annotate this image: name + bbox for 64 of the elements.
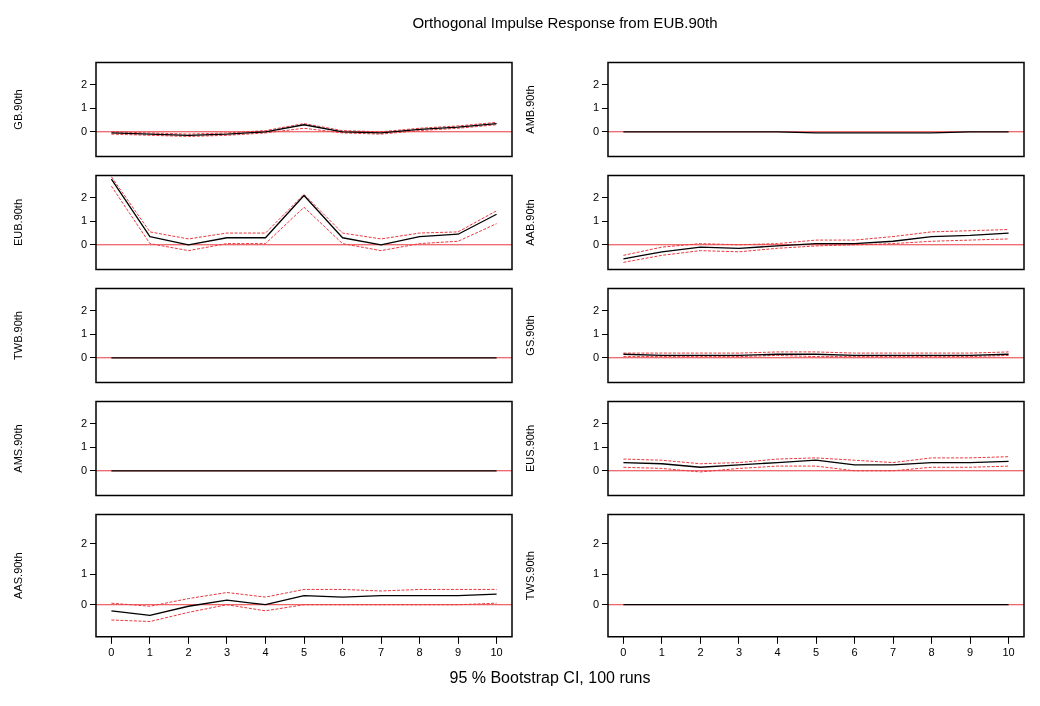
y-tick-label: 0 xyxy=(592,350,599,363)
y-axis-title: AAB.90th xyxy=(523,199,536,246)
x-tick-label: 1 xyxy=(146,646,153,659)
y-tick-label: 2 xyxy=(80,536,87,549)
y-tick-label: 1 xyxy=(80,327,87,340)
y-axis-title: AMB.90th xyxy=(523,85,536,134)
x-tick-label: 10 xyxy=(490,646,503,659)
y-tick-label: 1 xyxy=(80,101,87,114)
y-tick-label: 0 xyxy=(592,597,599,610)
x-tick-label: 4 xyxy=(262,646,269,659)
y-axis-title: GB.90th xyxy=(11,89,24,130)
y-axis-title: GS.90th xyxy=(523,315,536,356)
x-axis-title: 95 % Bootstrap CI, 100 runs xyxy=(448,668,652,687)
x-tick-label: 2 xyxy=(697,646,704,659)
y-tick-label: 0 xyxy=(80,350,87,363)
x-tick-label: 9 xyxy=(967,646,974,659)
y-tick-label: 0 xyxy=(592,124,599,137)
x-tick-label: 3 xyxy=(223,646,231,659)
y-tick-label: 1 xyxy=(592,440,599,453)
y-tick-label: 1 xyxy=(592,101,599,114)
x-tick-label: 5 xyxy=(812,646,820,659)
x-tick-label: 4 xyxy=(774,646,781,659)
y-axis-title: AMS.90th xyxy=(11,424,24,473)
x-tick-label: 0 xyxy=(108,646,115,659)
x-tick-label: 2 xyxy=(185,646,192,659)
x-tick-label: 7 xyxy=(889,646,897,659)
x-tick-label: 5 xyxy=(300,646,308,659)
x-tick-label: 6 xyxy=(339,646,346,659)
x-tick-label: 9 xyxy=(455,646,462,659)
x-tick-label: 0 xyxy=(620,646,627,659)
text: Orthogonal Impulse Response from EUB.90th xyxy=(411,13,719,33)
x-tick-label: 10 xyxy=(1002,646,1015,659)
y-tick-label: 1 xyxy=(80,567,87,580)
y-axis-title: TWB.90th xyxy=(11,311,24,360)
y-tick-label: 1 xyxy=(592,214,599,227)
y-tick-label: 1 xyxy=(592,327,599,340)
y-tick-label: 2 xyxy=(80,77,87,90)
y-tick-label: 2 xyxy=(80,190,87,203)
x-tick-label: 7 xyxy=(377,646,385,659)
x-tick-label: 8 xyxy=(416,646,423,659)
y-tick-label: 0 xyxy=(80,463,87,476)
y-tick-label: 0 xyxy=(592,237,599,250)
y-tick-label: 0 xyxy=(80,237,87,250)
y-tick-label: 0 xyxy=(80,597,87,610)
y-axis-title: TWS.90th xyxy=(523,551,536,601)
y-tick-label: 2 xyxy=(592,190,599,203)
y-tick-label: 0 xyxy=(592,463,599,476)
y-tick-label: 2 xyxy=(80,303,87,316)
y-tick-label: 1 xyxy=(592,567,599,580)
y-axis-title: EUB.90th xyxy=(11,198,24,247)
y-axis-title: AAS.90th xyxy=(11,552,24,599)
x-tick-label: 8 xyxy=(928,646,935,659)
y-tick-label: 2 xyxy=(592,416,599,429)
x-tick-label: 6 xyxy=(851,646,858,659)
x-tick-label: 1 xyxy=(658,646,665,659)
y-tick-label: 1 xyxy=(80,214,87,227)
y-tick-label: 1 xyxy=(80,440,87,453)
y-tick-label: 2 xyxy=(592,77,599,90)
y-tick-label: 2 xyxy=(592,303,599,316)
y-tick-label: 2 xyxy=(80,416,87,429)
y-axis-title: EUS.90th xyxy=(523,424,536,473)
x-tick-label: 3 xyxy=(735,646,743,659)
y-tick-label: 2 xyxy=(592,536,599,549)
y-tick-label: 0 xyxy=(80,124,87,137)
